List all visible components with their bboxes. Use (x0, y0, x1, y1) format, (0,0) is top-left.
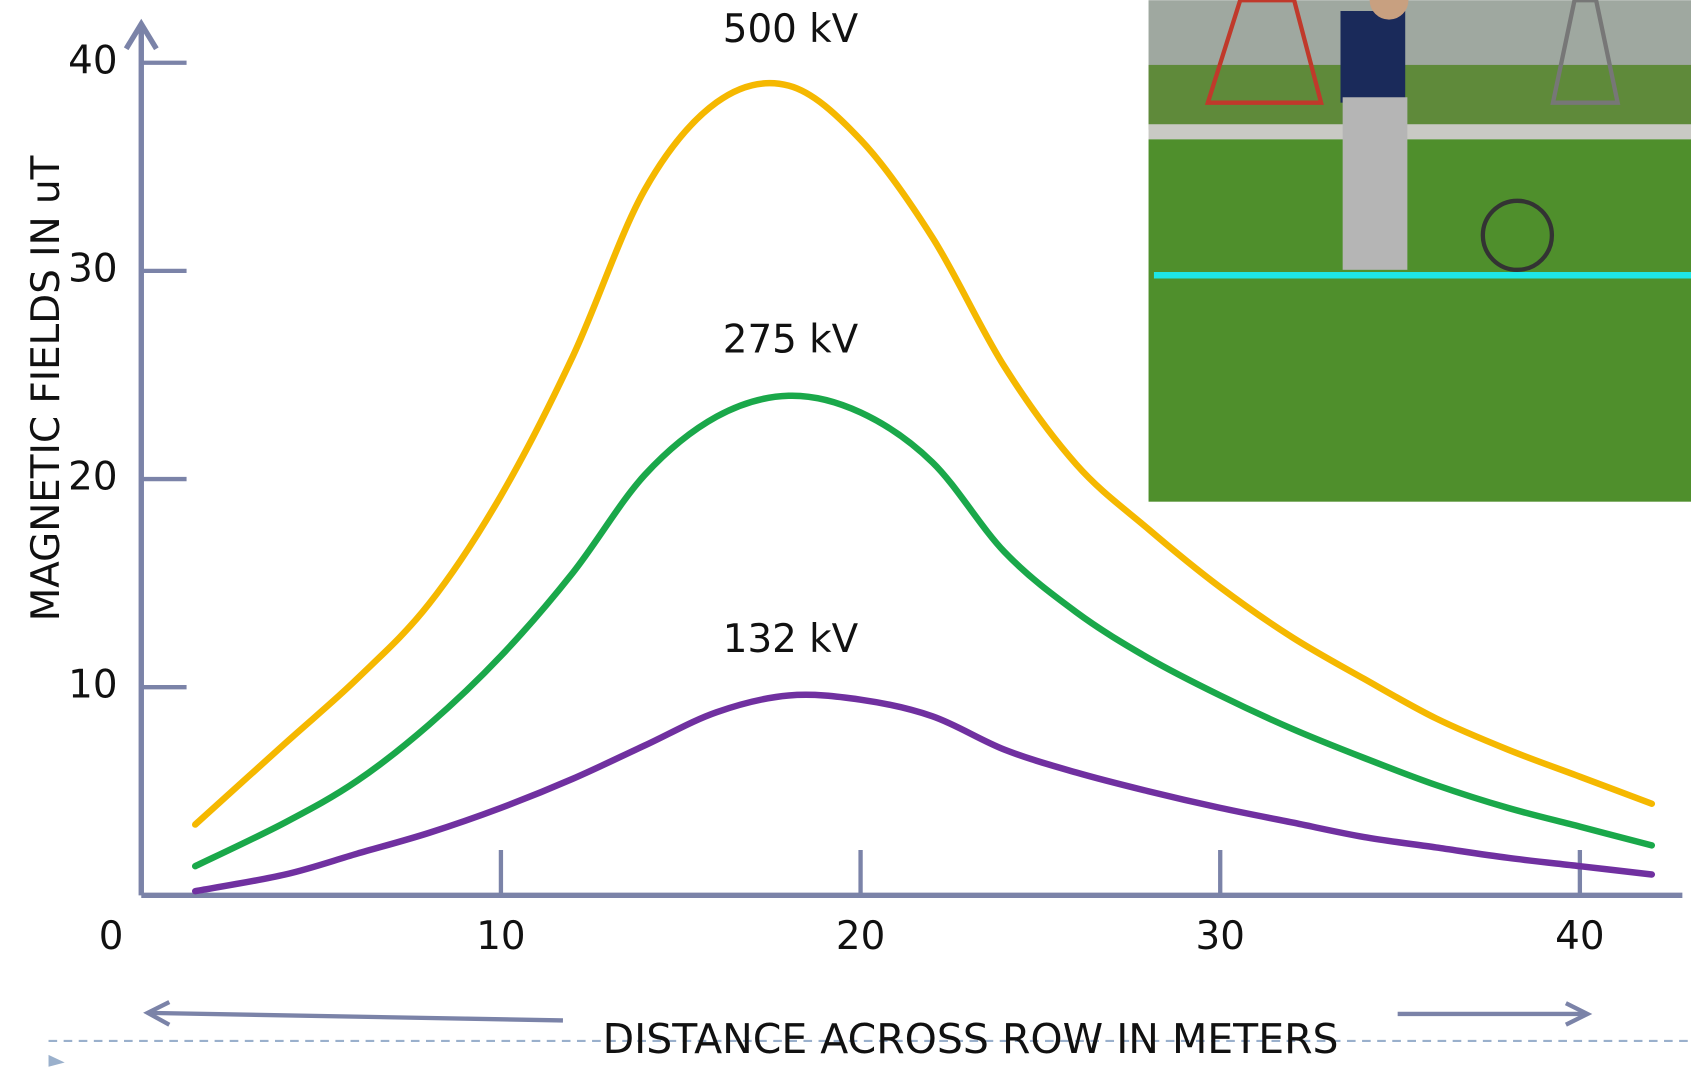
x-tick-label: 0 (99, 914, 124, 959)
range-arrows (143, 1000, 1593, 1027)
x-tick-label: 10 (476, 914, 525, 959)
y-tick-label: 40 (68, 38, 117, 83)
series-label: 275 kV (723, 317, 859, 362)
line (191, 80, 1656, 828)
line (191, 691, 1656, 895)
photo (1148, 0, 1691, 502)
y-tick-label: 30 (68, 246, 117, 291)
x-tick-label: 20 (836, 914, 885, 959)
y-axis-label: MAGNETIC FIELDS IN uT (24, 155, 69, 621)
axes (123, 18, 1683, 899)
bullet (48, 1054, 65, 1067)
x-axis-label: DISTANCE ACROSS ROW IN METERS (603, 1015, 1339, 1063)
x-tick-label: 40 (1555, 914, 1604, 959)
series-label: 500 kV (723, 7, 859, 52)
y-tick-label: 10 (68, 663, 117, 708)
line (191, 392, 1656, 870)
series-label: 132 kV (723, 617, 859, 662)
y-tick-label: 20 (68, 455, 117, 500)
x-tick-label: 30 (1196, 914, 1245, 959)
